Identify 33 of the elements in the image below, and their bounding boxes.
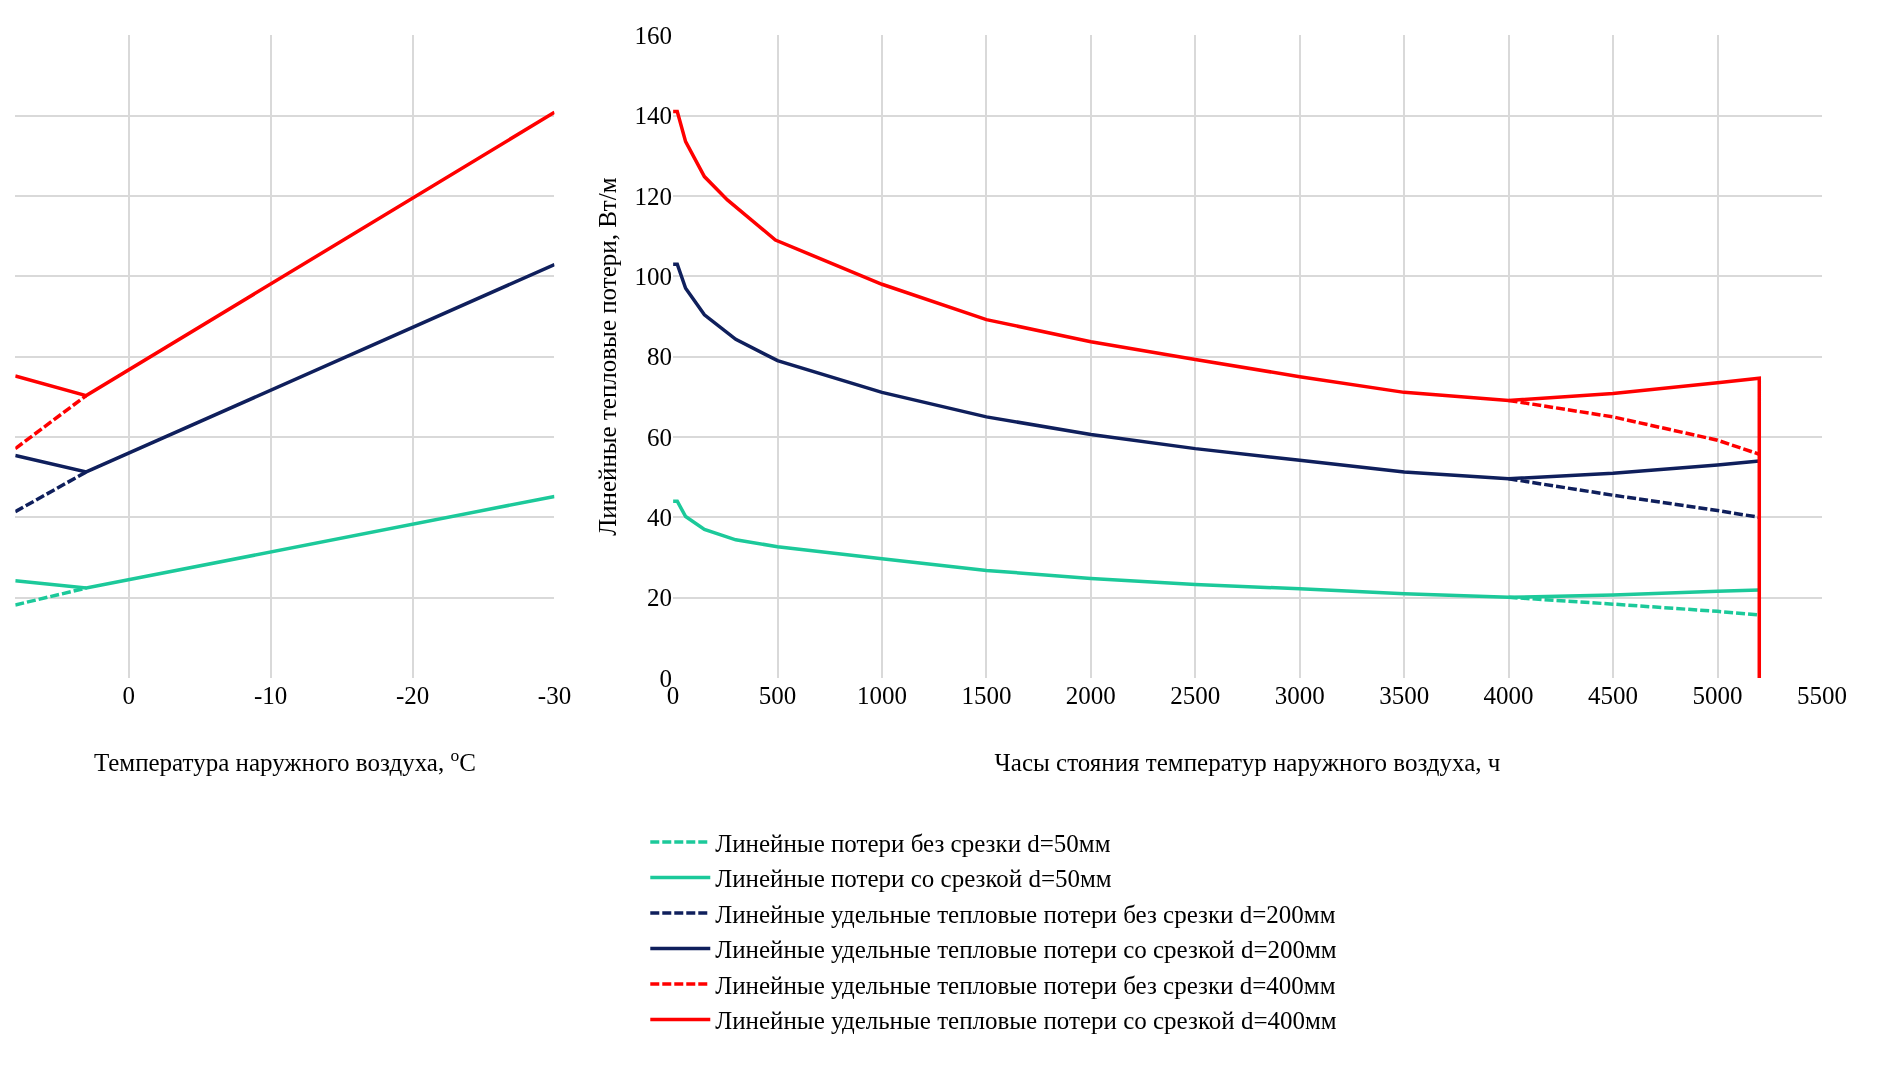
x-tick-label: -30 <box>537 682 572 710</box>
y-tick-label: 140 <box>634 102 673 130</box>
y-tick-label: 100 <box>634 262 673 290</box>
x-tick-label: 1500 <box>961 682 1012 710</box>
x-tick-label: -10 <box>254 682 288 710</box>
line-series <box>673 109 1762 679</box>
y-tick-label: 120 <box>634 182 673 210</box>
x-tick-label: 3000 <box>1274 682 1325 710</box>
y-tick-label: 60 <box>647 423 673 451</box>
x-tick-label: 5500 <box>1796 682 1847 710</box>
legend-label: Линейные удельные тепловые потери со срезкой d=200мм <box>715 936 1337 964</box>
legend-label: Линейные удельные тепловые потери без срезки d=400мм <box>715 971 1336 999</box>
x-tick-label: -20 <box>395 682 430 710</box>
x-tick-label: 4500 <box>1588 682 1639 710</box>
x-tick-label: 3500 <box>1379 682 1430 710</box>
x-tick-label: 5000 <box>1692 682 1743 710</box>
x-axis-title: Температура наружного воздуха, $^{o}$C <box>93 744 476 777</box>
y-tick-label: 20 <box>647 584 673 612</box>
y-tick-label: 160 <box>634 21 673 49</box>
x-tick-label: 500 <box>758 682 797 710</box>
legend-label: Линейные потери без срезки d=50мм <box>715 829 1111 857</box>
x-tick-label: 1000 <box>856 682 907 710</box>
x-tick-label: 2500 <box>1170 682 1221 710</box>
legend-label: Линейные удельные тепловые потери без срезки d=200мм <box>715 900 1336 928</box>
x-tick-label: 2000 <box>1065 682 1116 710</box>
y-tick-label: 80 <box>647 343 673 371</box>
x-tick-label: 0 <box>122 682 136 710</box>
x-tick-label: 4000 <box>1483 682 1534 710</box>
x-axis-title: Часы стояния температур наружного воздуха, ч <box>994 749 1501 777</box>
legend-label: Линейные потери со срезкой d=50мм <box>715 865 1112 893</box>
legend-label: Линейные удельные тепловые потери со срезкой d=400мм <box>715 1007 1337 1035</box>
y-axis-title: Линейные тепловые потери, Вт/м <box>594 177 622 536</box>
y-tick-label: 40 <box>647 504 673 532</box>
